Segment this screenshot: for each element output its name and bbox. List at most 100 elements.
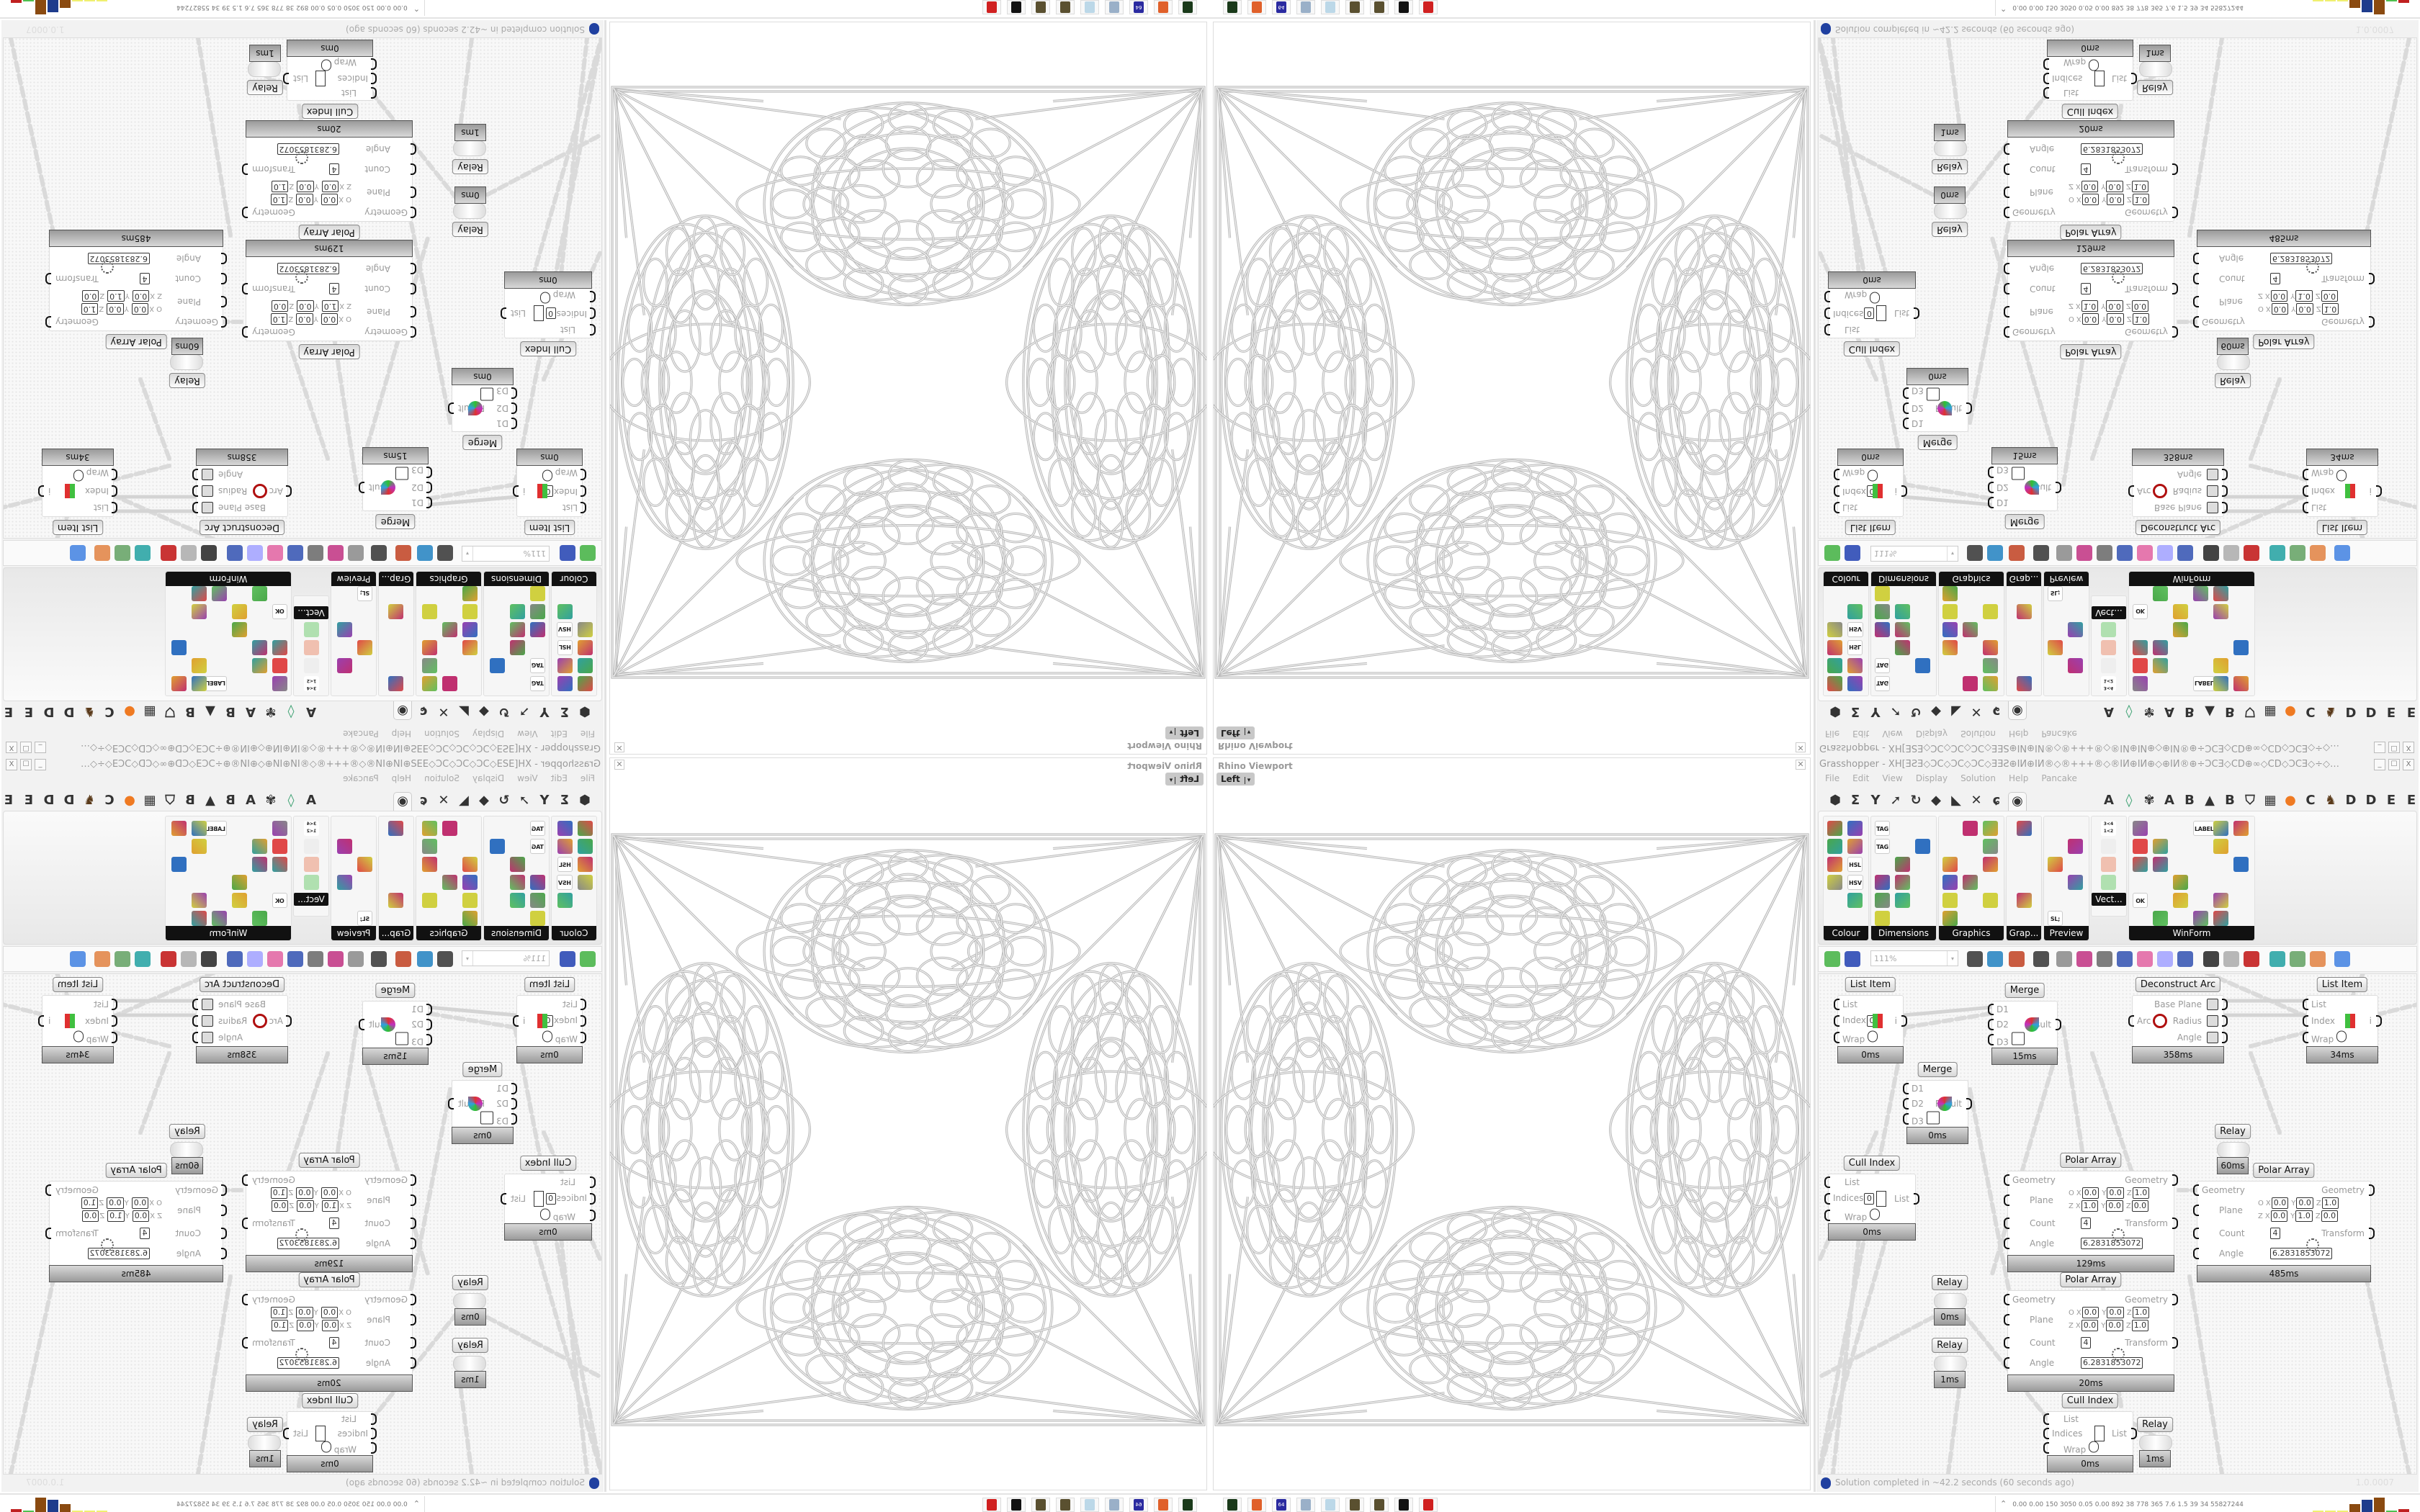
input-port[interactable] bbox=[371, 1413, 377, 1425]
input-port[interactable] bbox=[411, 1314, 416, 1326]
node-title[interactable]: Polar Array bbox=[105, 1163, 167, 1178]
angle-field[interactable]: 6.2831853072 bbox=[277, 143, 339, 155]
input-port[interactable] bbox=[590, 307, 596, 319]
input-port[interactable] bbox=[2004, 1194, 2009, 1206]
tab-b[interactable]: B bbox=[2184, 793, 2195, 808]
node-merge[interactable]: MergeD1D2D3Result0ms bbox=[1903, 1062, 1972, 1144]
node-title[interactable]: Polar Array bbox=[2060, 344, 2122, 359]
count-field[interactable]: 4 bbox=[329, 1218, 339, 1229]
node-relay[interactable]: Relay 1ms bbox=[247, 1417, 283, 1467]
input-port[interactable] bbox=[581, 485, 586, 497]
info-icon[interactable] bbox=[1821, 1477, 1831, 1489]
sigma-icon[interactable]: Σ bbox=[560, 704, 570, 719]
grid-icon[interactable]: ▦ bbox=[2264, 704, 2277, 719]
input-port[interactable] bbox=[112, 502, 117, 514]
taskbar-terminal-app-button[interactable] bbox=[1223, 1498, 1242, 1512]
area-graph-icon[interactable] bbox=[2017, 586, 2032, 601]
camera-icon[interactable] bbox=[2068, 676, 2083, 691]
menu-edit[interactable]: Edit bbox=[550, 773, 568, 783]
hexagon-icon[interactable]: ⬢ bbox=[1829, 793, 1841, 808]
node-title[interactable]: Merge bbox=[1917, 435, 1958, 450]
new-file-icon[interactable] bbox=[1824, 545, 1840, 561]
orange-circle-icon[interactable]: ● bbox=[124, 704, 135, 719]
output-port[interactable] bbox=[1901, 1015, 1907, 1027]
green-bar-icon[interactable] bbox=[2173, 604, 2188, 619]
menu-display[interactable]: Display bbox=[472, 773, 505, 783]
output-port[interactable] bbox=[359, 482, 364, 493]
plane-z-x-field[interactable]: 0.0 bbox=[132, 290, 150, 302]
node-title[interactable]: Relay bbox=[247, 1417, 283, 1432]
segment-icon[interactable] bbox=[530, 893, 545, 908]
plane-o-x-field[interactable]: 0.0 bbox=[2081, 1187, 2099, 1199]
red-blobs-icon[interactable] bbox=[2048, 622, 2063, 637]
orange-egg-icon[interactable] bbox=[2048, 676, 2063, 691]
input-port[interactable] bbox=[2193, 296, 2199, 307]
node-relay[interactable]: Relay 1ms bbox=[1932, 124, 1968, 174]
fork-icon[interactable]: Y bbox=[1870, 704, 1881, 719]
plane-o-x-field[interactable]: 0.0 bbox=[321, 313, 339, 325]
panel-label[interactable]: Colour bbox=[1824, 572, 1868, 586]
tab-a[interactable]: A bbox=[246, 793, 256, 808]
check-icon[interactable] bbox=[272, 640, 287, 655]
green-heart-icon[interactable] bbox=[337, 875, 352, 890]
close-button[interactable]: X bbox=[2403, 759, 2414, 770]
A-plus-icon[interactable] bbox=[171, 857, 187, 872]
node-body[interactable]: Arc Base Plane Radius Angle bbox=[192, 995, 292, 1047]
node-deconstruct-arc[interactable]: Deconstruct Arc Arc Base Plane Radius Angle 3… bbox=[2128, 449, 2228, 535]
zoom-level-input[interactable]: 111% ▾ bbox=[462, 546, 550, 562]
plane-z-z-field[interactable]: 0.0 bbox=[2321, 1210, 2339, 1222]
title-bar[interactable]: Grasshopper - XH[ƎƧƎ◇ƆC◇ƆC◇ƆC◇ƎƎƧ⊕IИ⊕IИ®… bbox=[1819, 757, 2416, 772]
plane-z-z-field[interactable]: 0.0 bbox=[2131, 1200, 2149, 1212]
eye-icon[interactable]: ◉ bbox=[2008, 701, 2027, 720]
sphere-window-icon[interactable] bbox=[357, 658, 372, 673]
blur-dot-icon[interactable] bbox=[1942, 640, 1958, 655]
angle-dim-icon[interactable] bbox=[490, 821, 505, 836]
green-arrows-icon[interactable] bbox=[304, 622, 319, 637]
zoom-level-input[interactable]: 111% ▾ bbox=[1870, 950, 1958, 966]
line-graph-icon[interactable] bbox=[2017, 622, 2032, 637]
chain-icon[interactable] bbox=[1895, 604, 1910, 619]
colour-gradient-icon[interactable] bbox=[578, 586, 593, 601]
list-circle-icon[interactable] bbox=[442, 640, 457, 655]
pie-form-icon[interactable] bbox=[2193, 640, 2208, 655]
A-plus-icon[interactable] bbox=[2233, 640, 2249, 655]
chart-form-icon[interactable] bbox=[192, 821, 207, 836]
relay-body[interactable] bbox=[453, 1293, 486, 1309]
save-icon[interactable] bbox=[1845, 951, 1860, 967]
index-value-field[interactable]: 0 bbox=[545, 307, 556, 319]
input-port[interactable] bbox=[221, 1248, 227, 1259]
leader-icon[interactable] bbox=[490, 875, 505, 890]
triangle-dim-icon[interactable] bbox=[510, 911, 525, 926]
arrow-icon[interactable]: ➚ bbox=[519, 793, 530, 808]
relay-body[interactable] bbox=[2217, 354, 2250, 370]
bird-icon[interactable]: ♞ bbox=[2324, 704, 2337, 719]
label-icon[interactable]: LABEL bbox=[205, 676, 227, 691]
T-circle-icon[interactable] bbox=[442, 676, 457, 691]
node-body[interactable]: D1D2D3Result bbox=[1988, 464, 2061, 511]
photo-stack-icon[interactable] bbox=[388, 893, 403, 908]
polygon-icon[interactable]: ◆ bbox=[1931, 793, 1941, 808]
floppy-mountain-icon[interactable] bbox=[422, 875, 437, 890]
input-port[interactable] bbox=[2043, 58, 2049, 70]
list-circle-icon[interactable] bbox=[1963, 640, 1978, 655]
menu-pancake[interactable]: Pancake bbox=[2041, 773, 2077, 783]
node-relay[interactable]: Relay 1ms bbox=[2137, 45, 2173, 95]
menu-view[interactable]: View bbox=[517, 729, 538, 739]
menu-file[interactable]: File bbox=[580, 773, 595, 783]
colour-gradient-icon[interactable] bbox=[1827, 911, 1842, 926]
angle-field[interactable]: 6.2831853072 bbox=[2270, 1248, 2333, 1259]
taskbar-firefox-button[interactable] bbox=[1154, 0, 1173, 14]
input-port[interactable] bbox=[581, 502, 586, 514]
list-lines-icon[interactable] bbox=[2193, 893, 2208, 908]
node-title[interactable]: Relay bbox=[452, 1275, 488, 1290]
asterisk-circle-icon[interactable] bbox=[1983, 857, 1998, 872]
outline-icon[interactable] bbox=[181, 545, 197, 561]
ok-icon[interactable]: OK bbox=[2133, 604, 2148, 619]
orange-egg-icon[interactable] bbox=[2048, 821, 2063, 836]
panel-label[interactable]: Preview bbox=[331, 926, 376, 940]
view-dropdown[interactable]: Left▾ bbox=[1216, 726, 1255, 739]
spinner-icon[interactable] bbox=[252, 875, 267, 890]
tab-a[interactable]: A bbox=[2104, 793, 2114, 808]
